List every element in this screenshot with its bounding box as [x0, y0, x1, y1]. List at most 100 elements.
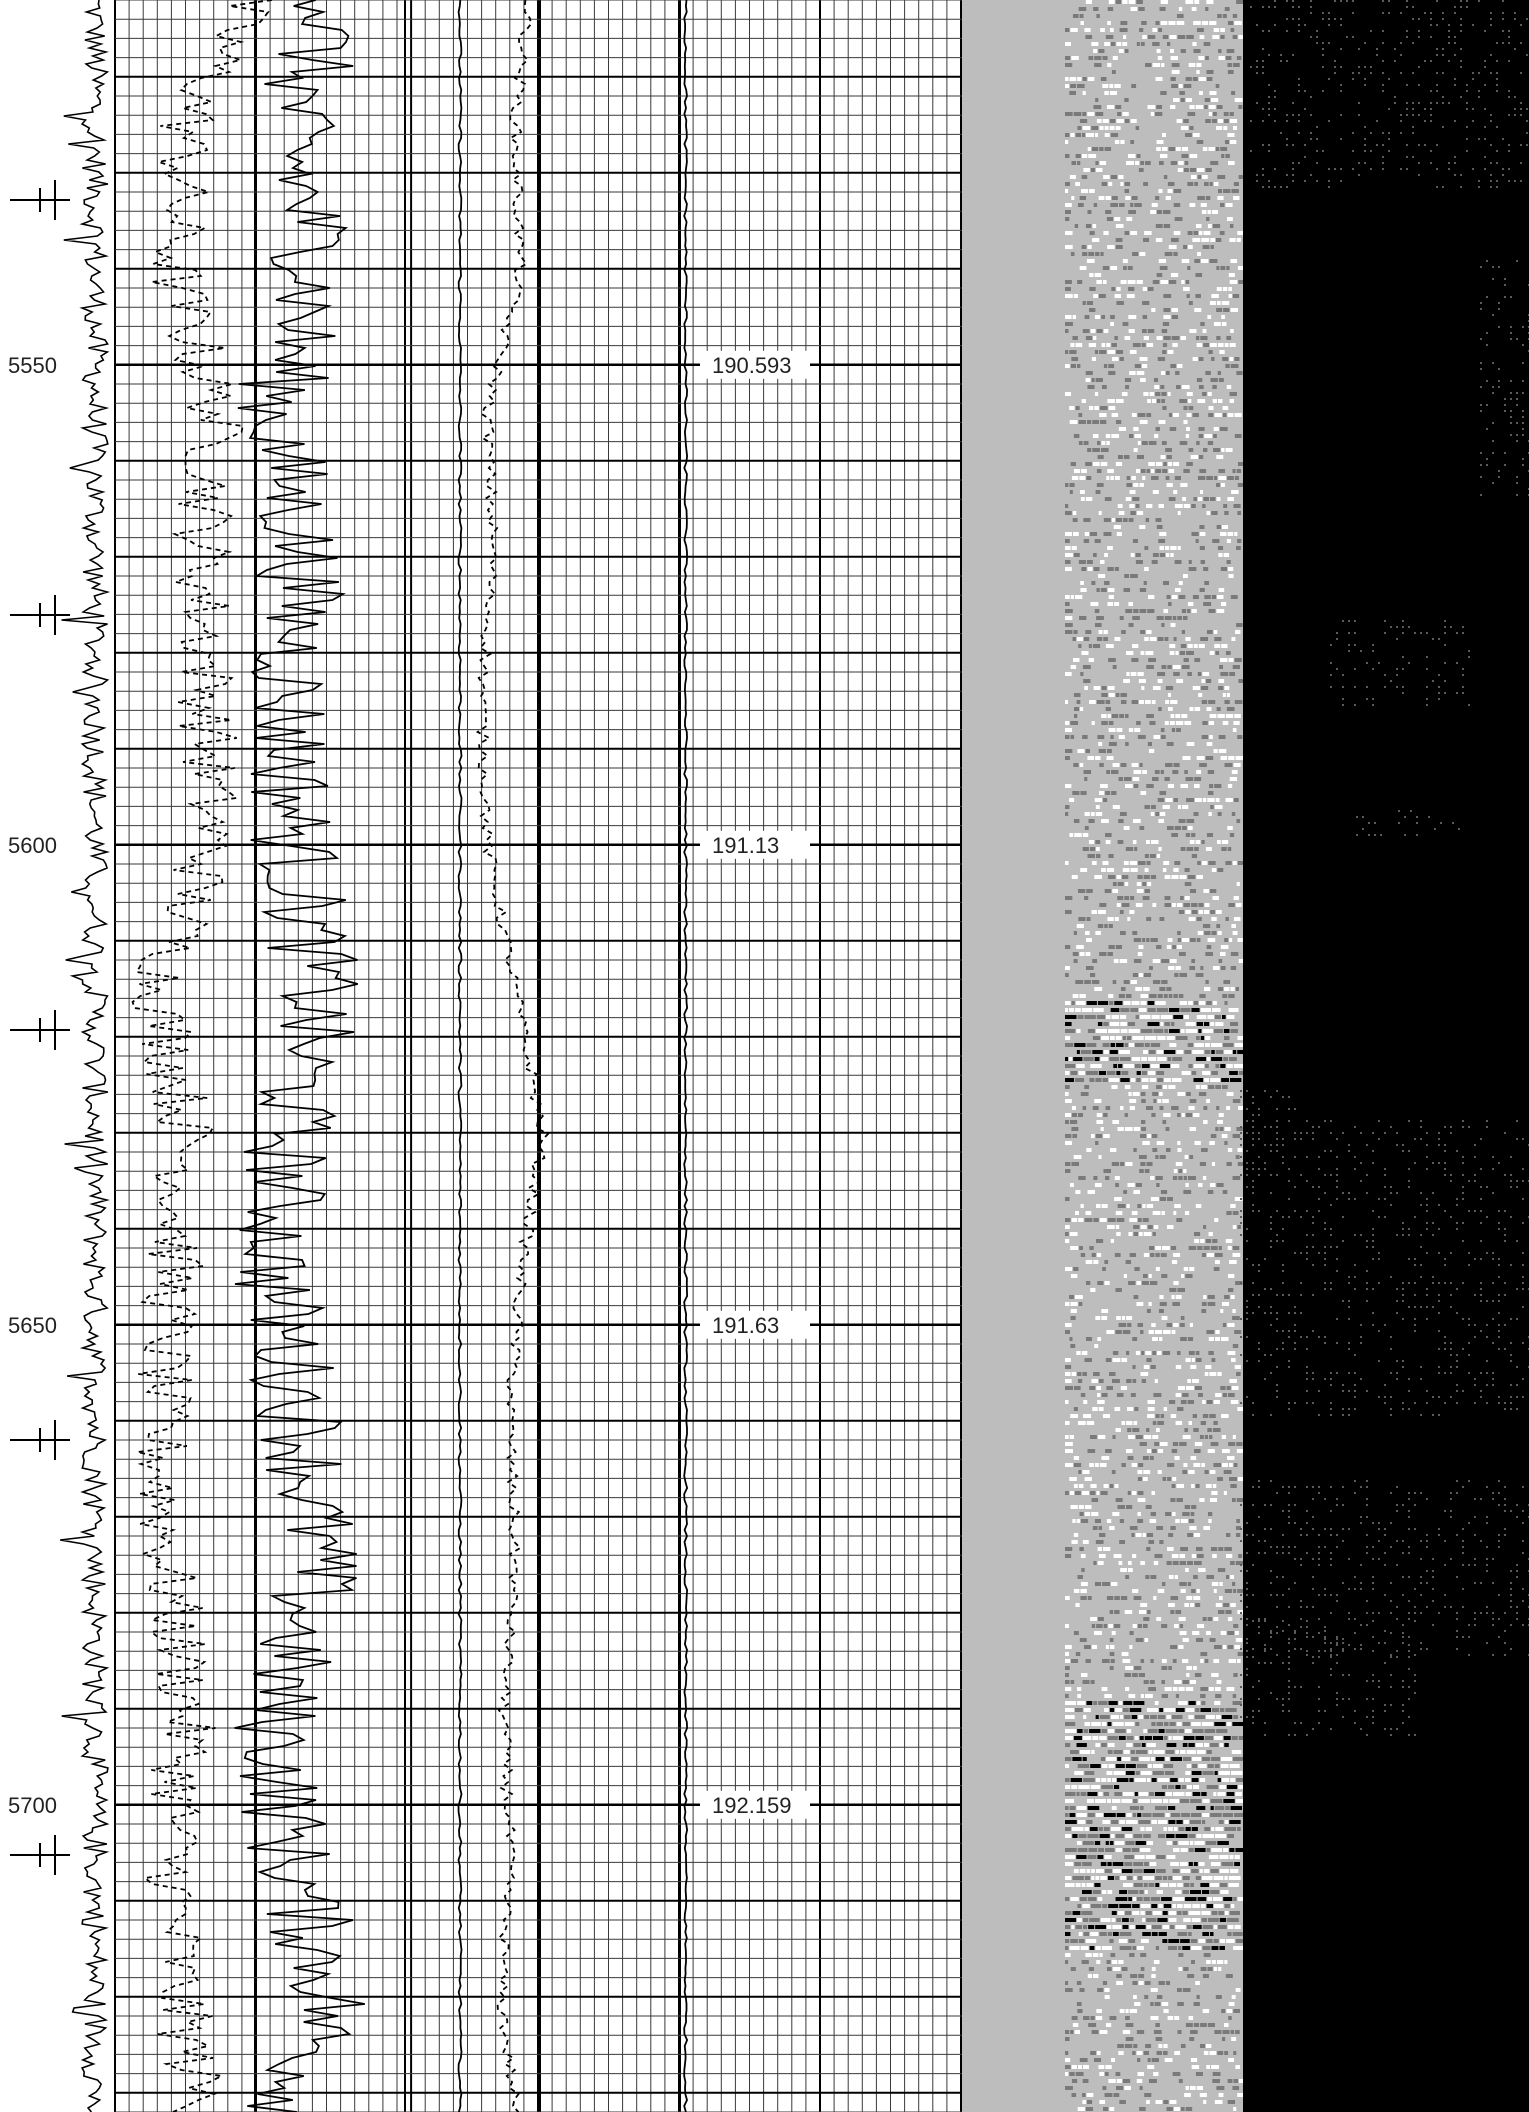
image-pixel	[1065, 322, 1073, 326]
image-pixel	[1204, 1827, 1211, 1831]
image-pixel	[1065, 392, 1072, 396]
image-pixel	[1065, 749, 1073, 753]
image-pixel	[1220, 756, 1228, 760]
dark-panel-speckle	[1374, 834, 1376, 836]
image-pixel	[1113, 1624, 1121, 1628]
image-pixel	[1071, 2065, 1077, 2069]
image-pixel	[1071, 1659, 1079, 1663]
dark-panel-speckle	[1522, 434, 1524, 436]
image-pixel	[1084, 315, 1090, 319]
dark-panel-speckle	[1492, 440, 1494, 442]
dark-panel-speckle	[1348, 1318, 1350, 1320]
image-pixel	[1071, 875, 1078, 879]
image-pixel	[1140, 1029, 1153, 1033]
dark-panel-speckle	[1516, 434, 1518, 436]
image-pixel	[1200, 322, 1205, 326]
image-pixel	[1093, 7, 1099, 11]
image-pixel	[1223, 980, 1231, 984]
dark-panel-speckle	[1294, 1156, 1296, 1158]
image-pixel	[1160, 455, 1166, 459]
dark-panel-speckle	[1262, 66, 1264, 68]
image-pixel	[1102, 861, 1109, 865]
dark-panel-speckle	[1516, 1180, 1518, 1182]
dark-panel-speckle	[1292, 174, 1294, 176]
image-pixel	[1189, 154, 1198, 158]
dark-panel-speckle	[1352, 0, 1354, 2]
image-pixel	[1227, 133, 1235, 137]
dark-panel-speckle	[1480, 1198, 1482, 1200]
dark-panel-speckle	[1438, 1282, 1440, 1284]
image-pixel	[1212, 1484, 1217, 1488]
dark-panel-speckle	[1294, 1108, 1296, 1110]
image-pixel	[1107, 546, 1113, 550]
dark-panel-speckle	[1406, 144, 1408, 146]
image-pixel	[1223, 1470, 1232, 1474]
image-pixel	[1083, 1932, 1090, 1936]
image-pixel	[1098, 742, 1103, 746]
image-pixel	[1106, 105, 1115, 109]
image-pixel	[1065, 1729, 1077, 1733]
image-pixel	[1178, 910, 1185, 914]
dark-panel-speckle	[1412, 156, 1414, 158]
image-pixel	[1126, 1204, 1130, 1208]
image-pixel	[1216, 266, 1220, 270]
depth-tick-label: 5700	[8, 1793, 57, 1818]
image-pixel	[1232, 35, 1238, 39]
image-pixel	[1133, 1995, 1137, 1999]
dark-panel-speckle	[1514, 108, 1516, 110]
image-pixel	[1229, 1078, 1242, 1082]
dark-panel-speckle	[1510, 1180, 1512, 1182]
image-pixel	[1144, 1043, 1150, 1047]
image-pixel	[1065, 1449, 1073, 1453]
image-pixel	[1159, 917, 1165, 921]
dark-panel-speckle	[1252, 1168, 1254, 1170]
image-pixel	[1119, 1932, 1132, 1936]
dark-panel-speckle	[1336, 1270, 1338, 1272]
image-pixel	[1065, 1743, 1071, 1747]
image-pixel	[1235, 2065, 1241, 2069]
image-pixel	[1080, 1204, 1084, 1208]
dark-panel-speckle	[1382, 156, 1384, 158]
image-pixel	[1196, 938, 1201, 942]
image-pixel	[1227, 413, 1234, 417]
image-pixel	[1092, 448, 1100, 452]
image-pixel	[1191, 1554, 1197, 1558]
image-pixel	[1217, 119, 1224, 123]
image-pixel	[1161, 1624, 1168, 1628]
dark-panel-speckle	[1526, 18, 1528, 20]
image-pixel	[1152, 1232, 1156, 1236]
image-pixel	[1169, 35, 1177, 39]
image-pixel	[1151, 1323, 1156, 1327]
image-pixel	[1151, 1904, 1158, 1908]
image-pixel	[1083, 2016, 1090, 2020]
dark-panel-speckle	[1288, 1096, 1290, 1098]
image-pixel	[1198, 1939, 1206, 1943]
image-pixel	[1224, 1876, 1228, 1880]
dark-panel-speckle	[1452, 822, 1454, 824]
image-pixel	[1176, 21, 1185, 25]
image-pixel	[1091, 1512, 1099, 1516]
image-pixel	[1212, 1239, 1218, 1243]
image-pixel	[1201, 1876, 1213, 1880]
image-pixel	[1099, 1533, 1106, 1537]
image-pixel	[1120, 693, 1127, 697]
image-pixel	[1125, 497, 1132, 501]
image-pixel	[1092, 1050, 1103, 1054]
image-pixel	[1184, 2093, 1191, 2097]
image-pixel	[1126, 1743, 1133, 1747]
image-pixel	[1144, 2093, 1152, 2097]
image-pixel	[1069, 1435, 1075, 1439]
image-pixel	[1099, 147, 1104, 151]
dark-panel-speckle	[1298, 120, 1300, 122]
image-pixel	[1144, 1169, 1150, 1173]
image-pixel	[1157, 1470, 1162, 1474]
dark-panel-speckle	[1504, 464, 1506, 466]
dark-panel-speckle	[1462, 1318, 1464, 1320]
image-pixel	[1108, 595, 1114, 599]
image-pixel	[1198, 1092, 1207, 1096]
image-pixel	[1076, 1813, 1087, 1817]
image-pixel	[1215, 1085, 1222, 1089]
dark-panel-speckle	[1498, 308, 1500, 310]
dark-panel-speckle	[1376, 48, 1378, 50]
image-pixel	[1072, 518, 1078, 522]
